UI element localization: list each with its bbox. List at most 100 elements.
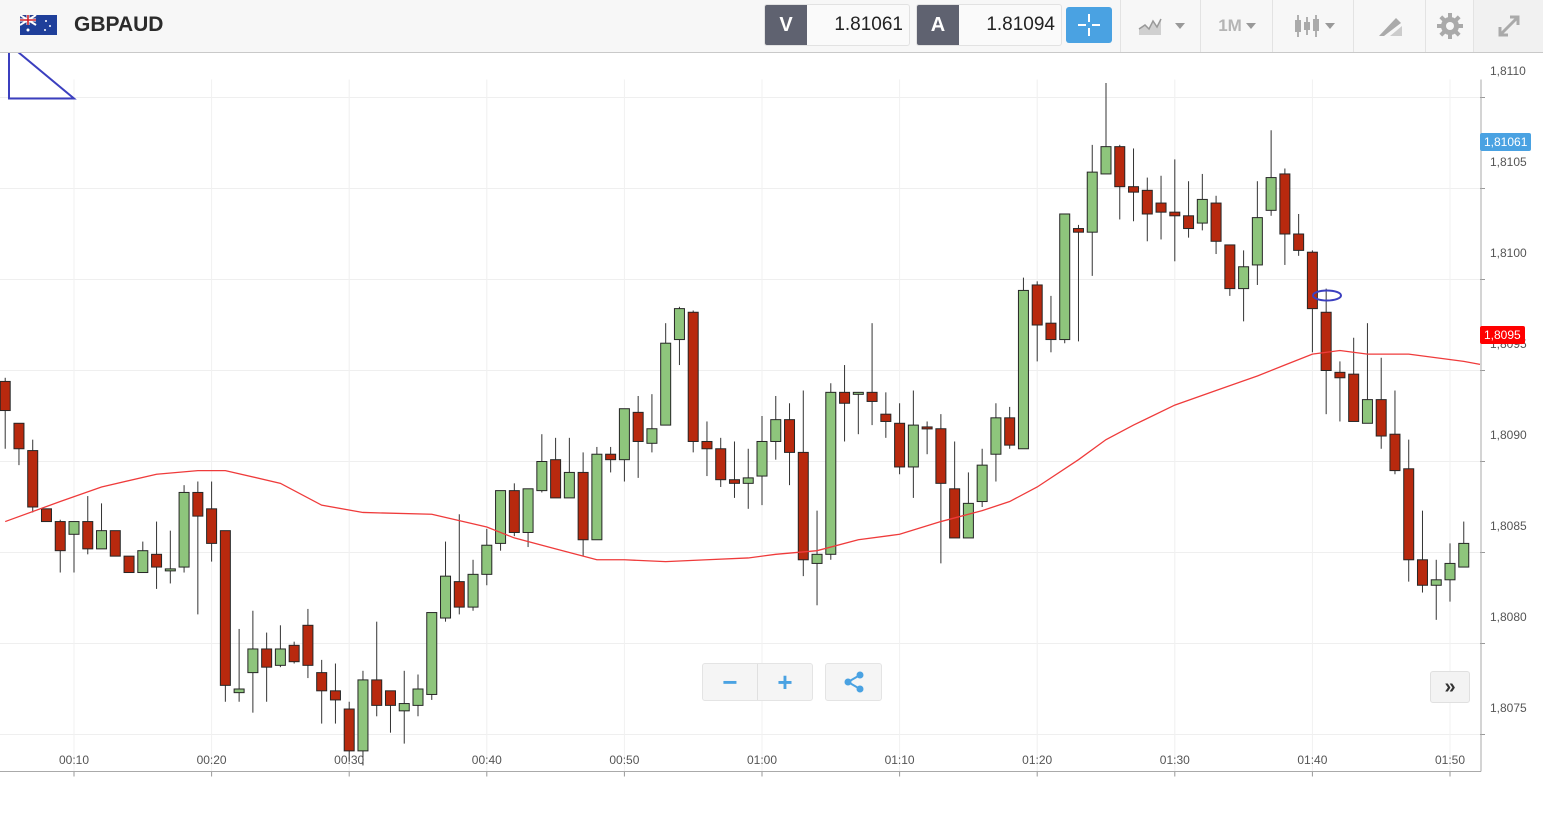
candle-body — [384, 690, 396, 706]
candle-body — [728, 479, 740, 484]
candle-body — [1361, 399, 1373, 424]
candle-body — [1389, 433, 1401, 472]
candle-body — [1416, 559, 1428, 586]
x-tick-label: 01:50 — [1434, 753, 1466, 767]
x-tick-label: 00:40 — [471, 753, 502, 767]
scroll-to-latest-button[interactable]: » — [1430, 671, 1470, 703]
candle-down — [1348, 337, 1360, 422]
candle-up — [1238, 250, 1250, 322]
share-button[interactable] — [825, 663, 882, 701]
candle-body — [151, 553, 163, 568]
candle-down — [1072, 224, 1084, 342]
candle-up — [426, 612, 438, 700]
candle-up — [1444, 543, 1456, 602]
candle-body — [1059, 213, 1071, 341]
y-tick-label: 1,8080 — [1490, 610, 1527, 624]
candle-body — [1183, 215, 1195, 230]
candle-body — [660, 342, 672, 426]
candle-up — [440, 541, 452, 622]
buy-label: A — [917, 5, 959, 45]
candle-up — [1017, 277, 1029, 450]
candle-up — [1265, 130, 1277, 216]
candle-down — [1045, 295, 1057, 353]
candle-up — [618, 408, 630, 482]
candle-body — [82, 521, 94, 550]
candle-down — [880, 392, 892, 438]
candle-body — [13, 422, 25, 450]
candle-down — [1293, 213, 1305, 256]
candle-up — [412, 674, 424, 717]
candle-body — [1293, 233, 1305, 251]
zoom-controls: − + — [702, 663, 813, 701]
candle-down — [550, 437, 562, 499]
candle-down — [1334, 361, 1346, 422]
candle-body — [137, 550, 149, 574]
candle-up — [1430, 559, 1442, 620]
candle-body — [839, 391, 851, 404]
candle-body — [343, 708, 355, 752]
current-price-tag: 1,81061 — [1480, 132, 1532, 151]
candle-up — [357, 670, 369, 766]
chart-type-dropdown[interactable] — [1120, 0, 1201, 52]
candle-up — [976, 448, 988, 507]
zoom-in-button[interactable]: + — [777, 666, 793, 697]
candle-body — [797, 451, 809, 561]
x-tick-label: 00:30 — [334, 753, 365, 767]
candle-up — [756, 416, 768, 506]
candle-body — [1031, 284, 1043, 326]
toolbar: GBPAUD V 1.81061 A 1.81094 1M — [0, 0, 1543, 53]
settings-button[interactable] — [1425, 0, 1474, 52]
x-tick-label: 00:50 — [609, 753, 640, 767]
candle-up — [1059, 213, 1071, 344]
candle-body — [1017, 289, 1029, 450]
candle-body — [577, 471, 589, 541]
zoom-out-button[interactable]: − — [703, 664, 758, 700]
candle-body — [784, 419, 796, 453]
candle-down — [605, 446, 617, 473]
candle-down — [921, 421, 933, 455]
candle-body — [192, 491, 204, 517]
candle-up — [1100, 82, 1112, 175]
sell-price-button[interactable]: V 1.81061 — [764, 4, 910, 46]
crosshair-button[interactable] — [1066, 7, 1112, 43]
timeframe-dropdown[interactable]: 1M — [1200, 0, 1273, 52]
candle-down — [1389, 390, 1401, 475]
candle-down — [1155, 175, 1167, 240]
fullscreen-button[interactable] — [1473, 0, 1543, 52]
x-tick-label: 01:10 — [884, 753, 915, 767]
candle-body — [632, 411, 644, 442]
candle-body — [770, 419, 782, 442]
y-tick-label: 1,8075 — [1490, 701, 1527, 715]
candle-down — [1183, 181, 1195, 238]
timeframe-label: 1M — [1218, 16, 1242, 35]
candle-body — [1348, 373, 1360, 422]
candle-down — [219, 530, 231, 702]
candle-down — [1128, 148, 1140, 222]
candle-style-dropdown[interactable] — [1272, 0, 1354, 52]
candle-body — [467, 573, 479, 608]
candle-body — [357, 679, 369, 752]
gear-icon — [1437, 13, 1463, 39]
candle-body — [852, 391, 864, 395]
candle-down — [1224, 244, 1236, 296]
candle-up — [770, 395, 782, 460]
moving-average-tag: 1,8095 — [1480, 325, 1525, 344]
candle-body — [68, 521, 80, 535]
candle-body — [563, 471, 575, 499]
candle-down — [329, 663, 341, 724]
candle-body — [164, 568, 176, 572]
candle-body — [40, 508, 52, 523]
candle-body — [1403, 468, 1415, 561]
candle-body — [495, 490, 507, 544]
buy-price-button[interactable]: A 1.81094 — [916, 4, 1062, 46]
candle-up — [660, 323, 672, 426]
gb-au-flag-icon — [20, 15, 57, 35]
candle-body — [894, 422, 906, 468]
ellipse-drawing — [1312, 289, 1342, 302]
candle-body — [481, 544, 493, 575]
candlestick-chart[interactable] — [0, 53, 1543, 833]
candle-up — [907, 390, 919, 498]
drawing-tools-button[interactable] — [1353, 0, 1426, 52]
candle-body — [371, 679, 383, 706]
candle-up — [646, 394, 658, 453]
